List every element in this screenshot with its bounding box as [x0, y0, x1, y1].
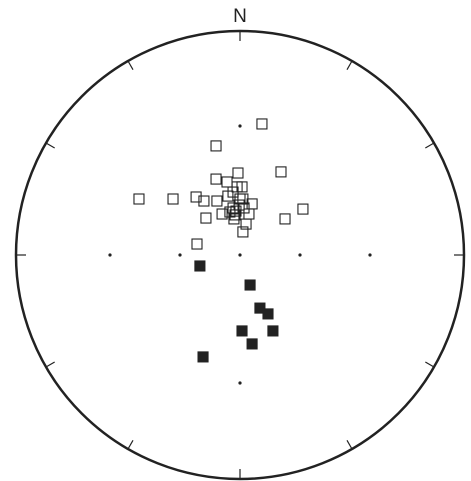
open-square — [279, 213, 291, 225]
open-square — [227, 202, 239, 214]
rim-tick — [346, 60, 353, 70]
rim-tick — [346, 440, 353, 450]
north-label: N — [233, 6, 247, 27]
open-square — [198, 195, 210, 207]
open-square — [167, 193, 179, 205]
filled-square — [236, 325, 248, 337]
filled-square — [267, 325, 279, 337]
open-square — [221, 176, 233, 188]
open-square — [216, 208, 228, 220]
ref-dot — [178, 253, 182, 257]
open-square — [190, 191, 202, 203]
open-square — [211, 195, 223, 207]
rim-tick — [425, 142, 435, 149]
ref-dot — [108, 253, 112, 257]
open-square — [210, 173, 222, 185]
filled-square — [197, 351, 209, 363]
filled-square — [262, 308, 274, 320]
open-square — [240, 218, 252, 230]
open-square — [230, 205, 242, 217]
rim-tick — [45, 361, 55, 368]
ref-dot — [298, 253, 302, 257]
open-square — [297, 203, 309, 215]
open-square — [200, 212, 212, 224]
open-square — [227, 186, 239, 198]
filled-square — [254, 302, 266, 314]
rim-tick — [45, 142, 55, 149]
ref-dot — [238, 124, 242, 128]
ref-dot — [368, 253, 372, 257]
rim-ticks — [16, 31, 464, 479]
open-square — [228, 213, 240, 225]
ref-dot — [238, 381, 242, 385]
open-square — [133, 193, 145, 205]
ref-dot — [238, 253, 242, 257]
open-square — [275, 166, 287, 178]
open-square — [210, 140, 222, 152]
rim-tick — [425, 361, 435, 368]
filled-square — [194, 260, 206, 272]
open-square — [256, 118, 268, 130]
rim-tick — [127, 440, 134, 450]
filled-square — [246, 338, 258, 350]
open-square — [191, 238, 203, 250]
open-square — [232, 167, 244, 179]
open-square — [229, 209, 241, 221]
center-dots — [108, 124, 372, 385]
rim-tick — [127, 60, 134, 70]
open-square — [237, 226, 249, 238]
filled-square — [244, 279, 256, 291]
open-square — [234, 193, 246, 205]
